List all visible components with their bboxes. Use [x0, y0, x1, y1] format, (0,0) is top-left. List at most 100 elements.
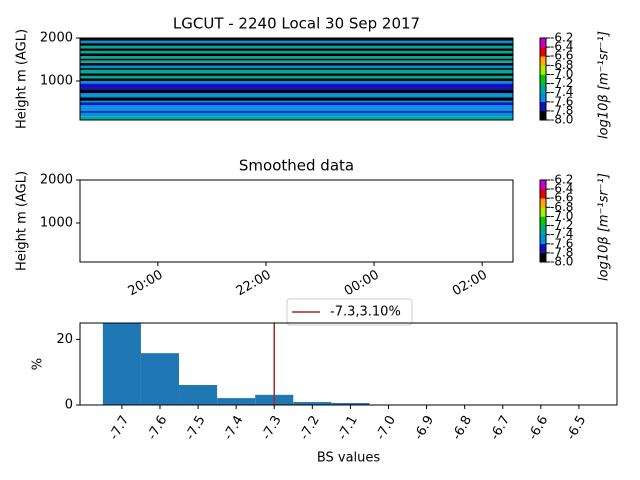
bar	[179, 384, 218, 405]
layer	[80, 58, 513, 61]
layer	[80, 40, 513, 44]
colorbar-tick-label: -6.4	[550, 40, 573, 54]
layer	[80, 50, 513, 54]
colorbar-tick-label: -6.4	[550, 182, 573, 196]
layer	[80, 116, 513, 120]
x-tick-label: -7.4	[221, 413, 247, 442]
x-tick-label: -7.0	[373, 413, 399, 442]
colorbar-tick-label: -6.2	[550, 173, 573, 187]
layer	[80, 93, 513, 96]
colorbar-tick-label: -7.8	[550, 245, 573, 259]
x-tick-label: -7.5	[183, 413, 209, 442]
y-tick-label: 20	[56, 332, 73, 347]
bar	[102, 323, 141, 405]
colorbar-tick-label: -8.0	[550, 113, 573, 127]
colorbar-tick-label: -7.6	[550, 94, 573, 108]
colorbar-band	[540, 83, 546, 93]
colorbar-tick-label: -7.4	[550, 85, 573, 99]
bar	[293, 402, 332, 405]
colorbar-band	[540, 252, 546, 263]
colorbar-frame	[539, 37, 547, 121]
y-tick-label: 1000	[40, 215, 73, 230]
layer	[80, 100, 513, 103]
x-tick-label: -7.6	[145, 413, 171, 442]
colorbar-tick-label: -7.6	[550, 236, 573, 250]
x-tick-label: 02:00	[450, 268, 490, 300]
layer	[80, 45, 513, 49]
colorbar-tick-label: -7.2	[550, 76, 573, 90]
colorbar-label: log10β [m⁻¹sr⁻¹]	[597, 173, 612, 281]
layer	[80, 105, 513, 108]
layer	[80, 48, 513, 51]
layer	[80, 107, 513, 110]
x-tick-label: -7.2	[297, 413, 323, 442]
colorbar-band	[540, 101, 546, 112]
bar	[140, 353, 180, 405]
axes-frame	[79, 37, 514, 121]
layer	[80, 65, 513, 69]
colorbar-band	[540, 189, 546, 199]
colorbar-tick-label: -7.4	[550, 227, 573, 241]
y-axis-label: Height m (AGL)	[15, 171, 30, 271]
y-axis-label: %	[31, 358, 46, 370]
x-tick-label: 20:00	[126, 268, 166, 300]
colorbar-band	[540, 198, 546, 208]
x-axis-label: BS values	[317, 451, 381, 466]
layer	[80, 69, 513, 74]
layer	[80, 68, 513, 70]
y-tick-label: 1000	[40, 73, 73, 88]
layer	[80, 56, 513, 59]
axes-frame	[79, 322, 618, 406]
layer	[80, 97, 513, 101]
y-tick-label: 2000	[40, 173, 73, 188]
colorbar-tick-label: -7.0	[550, 209, 573, 223]
colorbar-band	[540, 56, 546, 66]
x-tick-label: -6.7	[488, 413, 514, 442]
axes-title: LGCUT - 2240 Local 30 Sep 2017	[173, 15, 420, 33]
y-tick-label: 2000	[40, 31, 73, 46]
layer	[80, 43, 513, 46]
colorbar-band	[540, 47, 546, 57]
x-tick-label: -6.9	[411, 413, 437, 442]
colorbar-band	[540, 243, 546, 254]
layer	[80, 60, 513, 63]
colorbar-tick-label: -6.8	[550, 200, 573, 214]
colorbar-band	[540, 207, 546, 217]
layer	[80, 109, 513, 112]
x-tick-label: 22:00	[234, 268, 274, 300]
colorbar-band	[540, 92, 546, 103]
layer	[80, 53, 513, 57]
colorbar-tick-label: -6.6	[550, 191, 573, 205]
colorbar-tick-label: -8.0	[550, 255, 573, 269]
layer	[80, 102, 513, 106]
colorbar-band	[540, 65, 546, 75]
layer	[80, 87, 513, 90]
layer	[80, 80, 513, 84]
x-tick-label: -6.8	[449, 413, 475, 442]
colorbar-band	[540, 225, 546, 235]
x-tick-label: -7.3	[259, 413, 285, 442]
layer	[80, 95, 513, 98]
layer	[80, 111, 513, 113]
colorbar-band	[540, 38, 546, 48]
colorbar-band	[540, 74, 546, 84]
legend	[286, 298, 413, 326]
x-tick-label: -7.7	[107, 413, 133, 442]
y-axis-label: Height m (AGL)	[15, 29, 30, 129]
axes-title: Smoothed data	[239, 157, 354, 175]
layer	[80, 62, 513, 66]
colorbar-band	[540, 180, 546, 190]
colorbar-tick-label: -6.8	[550, 58, 573, 72]
colorbar-tick-label: -6.6	[550, 49, 573, 63]
colorbar-band	[540, 216, 546, 226]
y-tick-label: 0	[65, 398, 73, 413]
bar	[217, 398, 256, 405]
colorbar-band	[540, 110, 546, 121]
colorbar-tick-label: -7.0	[550, 67, 573, 81]
x-tick-label: -7.1	[335, 413, 361, 442]
x-tick-label: -6.6	[526, 413, 552, 442]
plot-area	[80, 38, 513, 120]
x-tick-label: 00:00	[342, 268, 382, 300]
layer	[80, 83, 513, 88]
